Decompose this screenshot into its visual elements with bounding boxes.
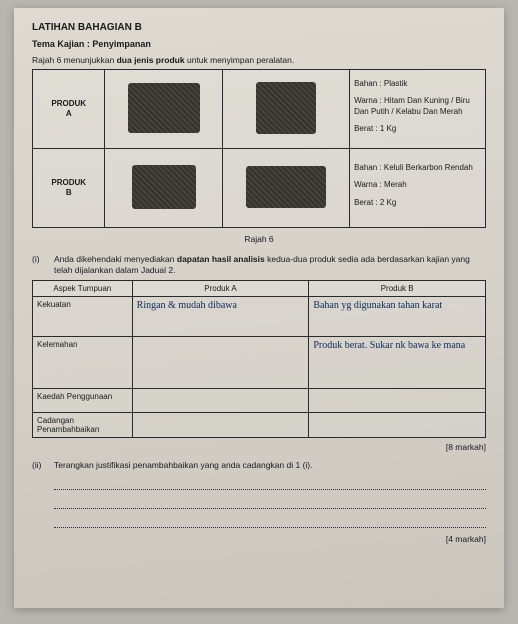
answer-line (54, 515, 486, 528)
answer-line (54, 477, 486, 490)
product-a-bahan: Bahan : Plastik (354, 78, 481, 89)
product-b-bahan: Bahan : Keluli Berkarbon Rendah (354, 162, 481, 173)
product-a-warna: Warna : Hitam Dan Kuning / Biru Dan Puti… (354, 95, 481, 117)
question-2-text: Terangkan justifikasi penambahbaikan yan… (54, 460, 486, 471)
q1-bold: dapatan hasil analisis (177, 254, 265, 264)
question-1-text: Anda dikehendaki menyediakan dapatan has… (54, 254, 486, 276)
kaedah-a-cell (132, 389, 309, 413)
kekuatan-b-cell: Bahan yg digunakan tahan karat (309, 297, 486, 337)
analysis-row-kelemahan: Kelemahan Produk berat. Sukar nk bawa ke… (33, 337, 486, 389)
product-a-image2 (256, 82, 316, 134)
kekuatan-a: Ringan & mudah dibawa (137, 300, 237, 311)
aspek-kelemahan: Kelemahan (33, 337, 133, 389)
product-b-label-cell: PRODUK B (33, 149, 105, 228)
product-b-label2: B (66, 188, 72, 197)
question-2-num: (ii) (32, 460, 46, 470)
question-1-num: (i) (32, 254, 46, 264)
analysis-row-cadangan: Cadangan Penambahbaikan (33, 413, 486, 438)
kekuatan-a-cell: Ringan & mudah dibawa (132, 297, 309, 337)
question-2: (ii) Terangkan justifikasi penambahbaika… (32, 460, 486, 471)
product-a-image1 (128, 83, 200, 133)
tema-line: Tema Kajian : Penyimpanan (32, 39, 486, 49)
marks-q2: [4 markah] (32, 534, 486, 544)
analysis-table: Aspek Tumpuan Produk A Produk B Kekuatan… (32, 280, 486, 438)
rajah-pre: Rajah 6 menunjukkan (32, 55, 117, 65)
kekuatan-b: Bahan yg digunakan tahan karat (313, 300, 442, 311)
rajah-post: untuk menyimpan peralatan. (185, 55, 295, 65)
product-b-image1 (132, 165, 196, 209)
rajah-instruction: Rajah 6 menunjukkan dua jenis produk unt… (32, 55, 486, 65)
col-produk-a: Produk A (132, 281, 309, 297)
product-a-image2-cell (223, 70, 350, 149)
aspek-kekuatan: Kekuatan (33, 297, 133, 337)
product-a-label2: A (66, 109, 72, 118)
product-a-label-cell: PRODUK A (33, 70, 105, 149)
aspek-kaedah: Kaedah Penggunaan (33, 389, 133, 413)
product-table: PRODUK A Bahan : Plastik Warna : Hitam D… (32, 69, 486, 228)
kelemahan-a-cell (132, 337, 309, 389)
question-1: (i) Anda dikehendaki menyediakan dapatan… (32, 254, 486, 276)
answer-line (54, 496, 486, 509)
col-produk-b: Produk B (309, 281, 486, 297)
rajah-caption: Rajah 6 (32, 234, 486, 244)
product-b-image2 (246, 166, 326, 208)
analysis-header-row: Aspek Tumpuan Produk A Produk B (33, 281, 486, 297)
product-b-image2-cell (223, 149, 350, 228)
analysis-row-kaedah: Kaedah Penggunaan (33, 389, 486, 413)
product-b-details: Bahan : Keluli Berkarbon Rendah Warna : … (350, 149, 486, 228)
kelemahan-b-cell: Produk berat. Sukar nk bawa ke mana (309, 337, 486, 389)
kaedah-b-cell (309, 389, 486, 413)
table-row: PRODUK A Bahan : Plastik Warna : Hitam D… (33, 70, 486, 149)
product-a-label1: PRODUK (51, 99, 86, 108)
table-row: PRODUK B Bahan : Keluli Berkarbon Rendah… (33, 149, 486, 228)
cadangan-b-cell (309, 413, 486, 438)
rajah-bold: dua jenis produk (117, 55, 185, 65)
analysis-row-kekuatan: Kekuatan Ringan & mudah dibawa Bahan yg … (33, 297, 486, 337)
answer-lines-q2 (54, 477, 486, 528)
aspek-cadangan: Cadangan Penambahbaikan (33, 413, 133, 438)
col-aspek: Aspek Tumpuan (33, 281, 133, 297)
product-b-image1-cell (105, 149, 223, 228)
product-a-berat: Berat : 1 Kg (354, 123, 481, 134)
kelemahan-b: Produk berat. Sukar nk bawa ke mana (313, 340, 465, 351)
q1-pre: Anda dikehendaki menyediakan (54, 254, 177, 264)
cadangan-a-cell (132, 413, 309, 438)
product-b-label1: PRODUK (51, 178, 86, 187)
worksheet-page: LATIHAN BAHAGIAN B Tema Kajian : Penyimp… (14, 8, 504, 608)
product-a-image1-cell (105, 70, 223, 149)
product-a-details: Bahan : Plastik Warna : Hitam Dan Kuning… (350, 70, 486, 149)
section-heading: LATIHAN BAHAGIAN B (32, 22, 486, 33)
product-b-warna: Warna : Merah (354, 179, 481, 190)
marks-q1: [8 markah] (32, 442, 486, 452)
product-b-berat: Berat : 2 Kg (354, 197, 481, 208)
